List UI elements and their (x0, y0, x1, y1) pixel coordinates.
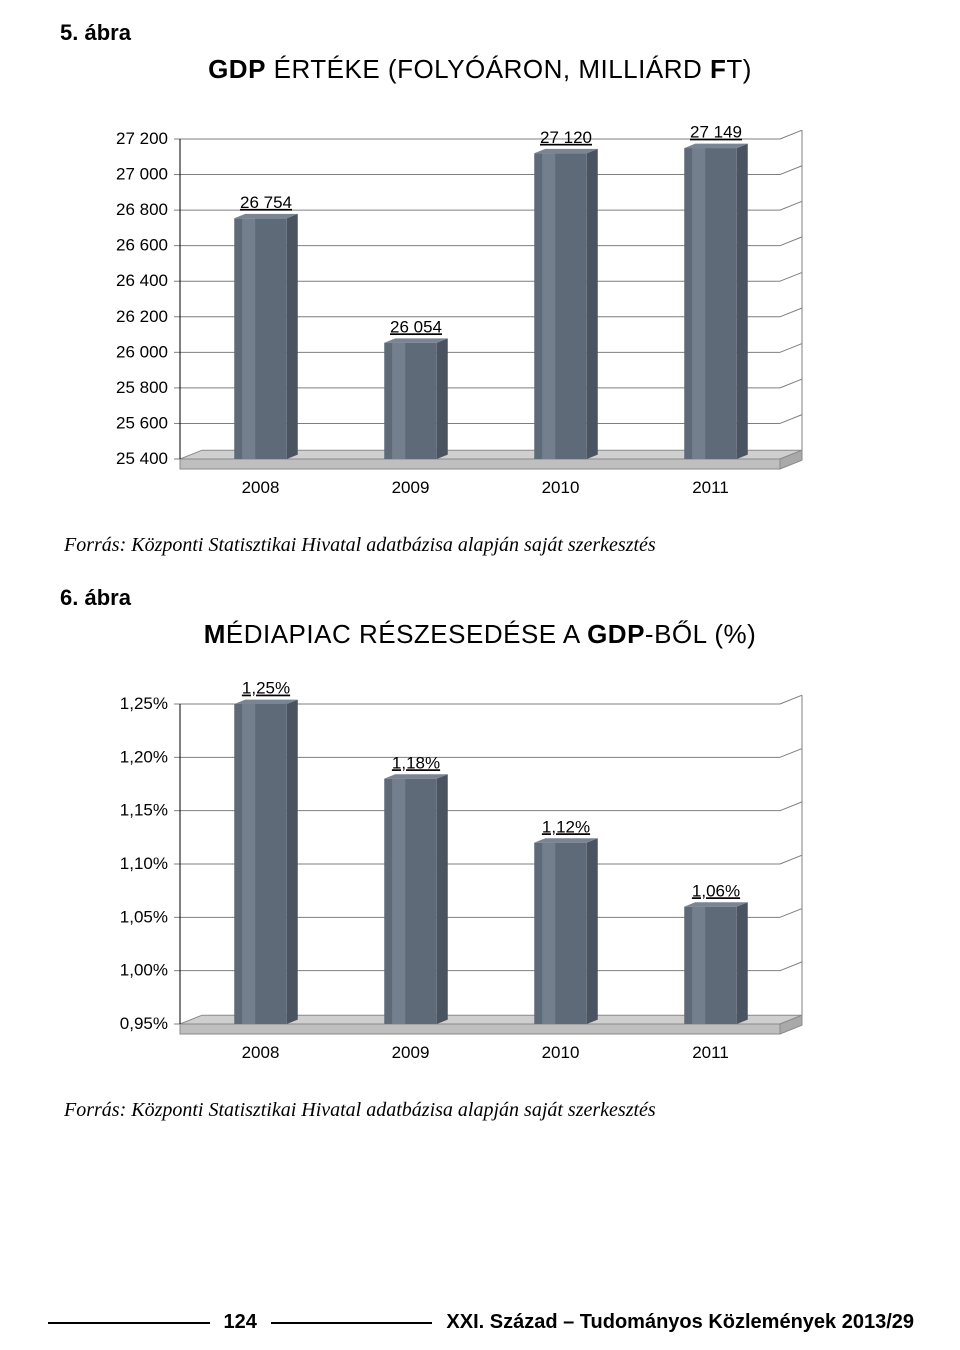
footer-rule-mid (271, 1322, 433, 1324)
footer-rule-left (48, 1322, 210, 1324)
figure1-title-b2: F (710, 54, 726, 84)
figure1-title: GDP ÉRTÉKE (FOLYÓÁRON, MILLIÁRD FT) (60, 54, 900, 85)
svg-text:27 149: 27 149 (690, 123, 742, 142)
figure2-title: MÉDIAPIAC RÉSZESEDÉSE A GDP-BŐL (%) (60, 619, 900, 650)
figure1-chart: 25 400 25 600 25 800 26 000 26 200 26 400 26 6… (90, 99, 870, 524)
svg-text:1,25%: 1,25% (242, 679, 290, 698)
svg-text:1,05%: 1,05% (120, 907, 168, 926)
svg-text:2009: 2009 (392, 478, 430, 497)
figure1-label: 5. ábra (60, 20, 900, 46)
svg-text:27 000: 27 000 (116, 165, 168, 184)
svg-text:27 120: 27 120 (540, 128, 592, 147)
figure2-chart: 0,95% 1,00% 1,05% 1,10% 1,15% 1,20% 1,25% 1,25%… (90, 664, 870, 1089)
svg-text:27 200: 27 200 (116, 129, 168, 148)
svg-text:26 000: 26 000 (116, 342, 168, 361)
svg-text:1,00%: 1,00% (120, 961, 168, 980)
footer-right-text: XXI. Század – Tudományos Közlemények 201… (440, 1311, 920, 1334)
figure1-svg: 25 400 25 600 25 800 26 000 26 200 26 400 26 6… (90, 99, 870, 519)
svg-text:26 754: 26 754 (240, 193, 292, 212)
svg-text:1,25%: 1,25% (120, 694, 168, 713)
svg-text:1,18%: 1,18% (392, 753, 440, 772)
svg-text:2008: 2008 (242, 1043, 280, 1062)
figure1-title-b1: GDP (208, 54, 266, 84)
svg-text:1,20%: 1,20% (120, 747, 168, 766)
svg-text:26 054: 26 054 (390, 317, 442, 336)
svg-text:25 400: 25 400 (116, 449, 168, 468)
svg-text:2010: 2010 (542, 478, 580, 497)
figure1-title-rest: ÉRTÉKE (FOLYÓÁRON, MILLIÁRD (266, 54, 710, 84)
svg-text:1,06%: 1,06% (692, 881, 740, 900)
figure2-title-b2: GDP (587, 619, 645, 649)
page-number: 124 (218, 1311, 263, 1334)
svg-text:26 400: 26 400 (116, 271, 168, 290)
svg-text:1,15%: 1,15% (120, 801, 168, 820)
figure2-title-b1: M (204, 619, 226, 649)
page-footer: 124 XXI. Század – Tudományos Közlemények… (0, 1311, 960, 1334)
svg-text:2009: 2009 (392, 1043, 430, 1062)
figure2-label: 6. ábra (60, 585, 900, 611)
svg-text:2010: 2010 (542, 1043, 580, 1062)
figure2-svg: 0,95% 1,00% 1,05% 1,10% 1,15% 1,20% 1,25% 1,25%… (90, 664, 870, 1084)
figure1-source: Forrás: Központi Statisztikai Hivatal ad… (64, 534, 900, 557)
svg-text:1,10%: 1,10% (120, 854, 168, 873)
svg-text:26 600: 26 600 (116, 236, 168, 255)
svg-text:1,12%: 1,12% (542, 817, 590, 836)
svg-text:2011: 2011 (692, 478, 729, 497)
figure1-title-rest2: T) (726, 54, 752, 84)
svg-text:0,95%: 0,95% (120, 1014, 168, 1033)
svg-text:2008: 2008 (242, 478, 280, 497)
figure2-title-rest1: ÉDIAPIAC RÉSZESEDÉSE A (226, 619, 587, 649)
figure2-title-rest2: -BŐL (%) (645, 619, 756, 649)
svg-text:2011: 2011 (692, 1043, 729, 1062)
page: 5. ábra GDP ÉRTÉKE (FOLYÓÁRON, MILLIÁRD … (0, 0, 960, 1350)
svg-text:25 600: 25 600 (116, 413, 168, 432)
svg-text:26 800: 26 800 (116, 200, 168, 219)
figure2-source: Forrás: Központi Statisztikai Hivatal ad… (64, 1099, 900, 1122)
svg-text:25 800: 25 800 (116, 378, 168, 397)
svg-text:26 200: 26 200 (116, 307, 168, 326)
